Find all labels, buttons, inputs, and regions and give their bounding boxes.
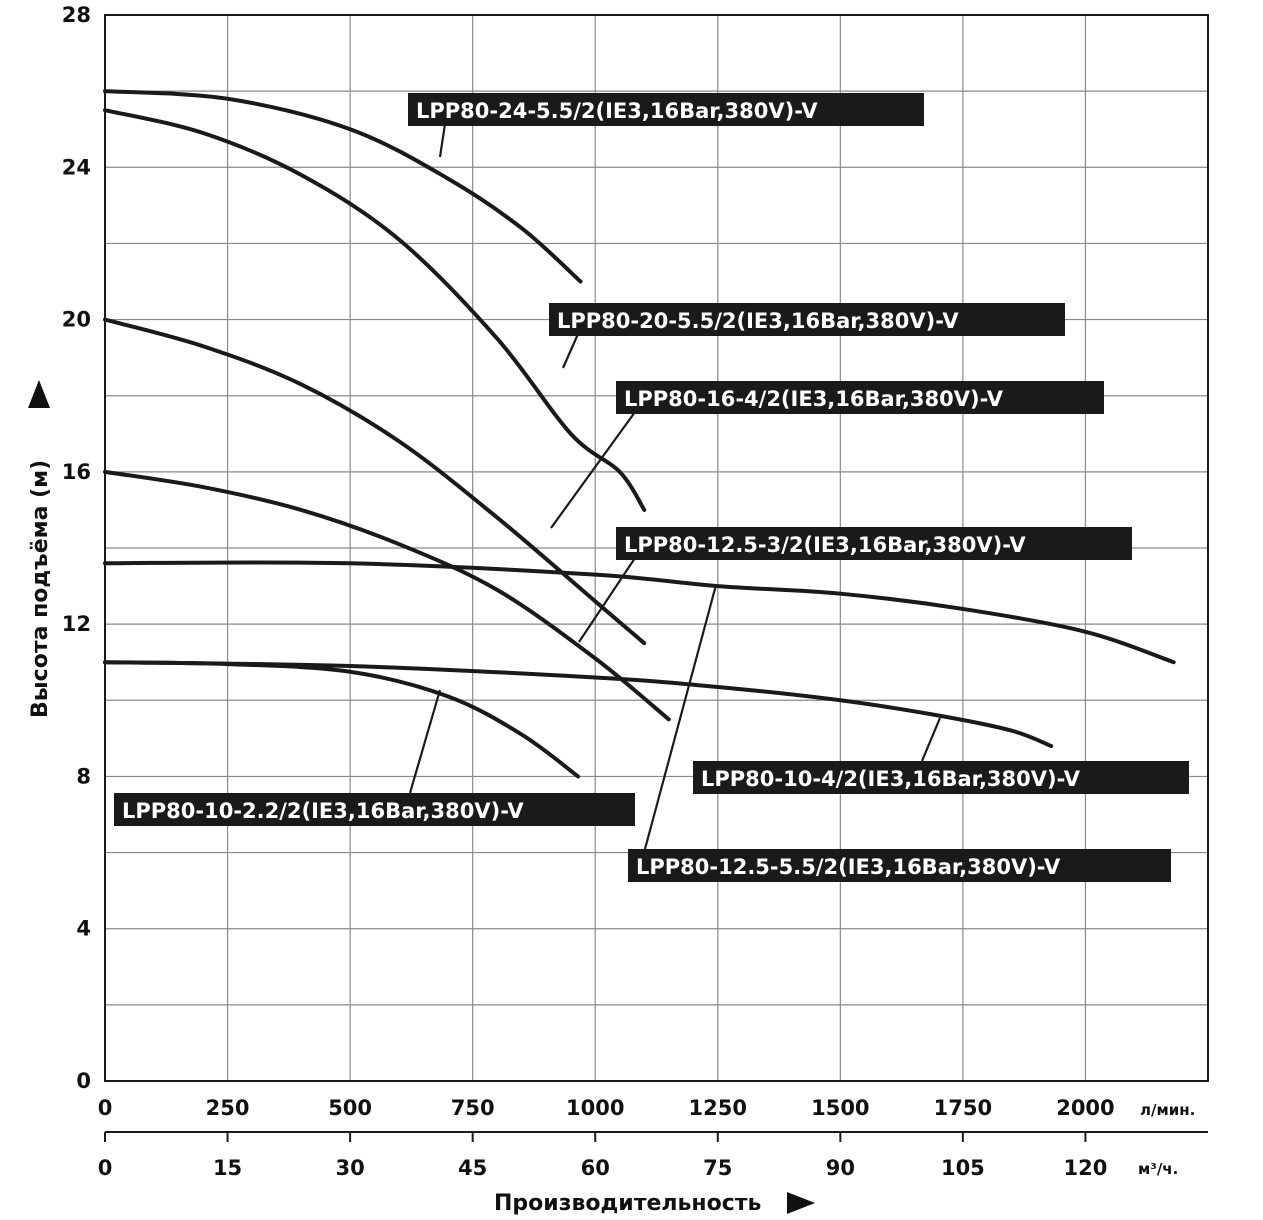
curves — [103, 89, 1176, 779]
series-label-6: LPP80-10-4/2(IE3,16Bar,380V)-V — [701, 767, 1081, 791]
x-axis-arrow-icon — [787, 1192, 815, 1214]
series-label-box-3 — [616, 381, 1104, 414]
series-label-box-4 — [616, 527, 1132, 560]
series-label-box-5 — [628, 849, 1171, 882]
x-axis-title: Производительность — [494, 1191, 761, 1216]
series-label-box-2 — [549, 303, 1065, 336]
x-secondary-unit: м³/ч. — [1138, 1160, 1178, 1178]
series-curve-4 — [103, 469, 671, 722]
x-tick-label: 1500 — [811, 1096, 869, 1120]
series-label-box-1 — [408, 93, 924, 126]
y-tick-label: 24 — [62, 155, 91, 179]
x-secondary-tick-label: 30 — [335, 1156, 364, 1180]
x-tick-labels: 0 250 500 750 1000 1250 1500 1750 2000 — [98, 1096, 1115, 1120]
series-curve-6 — [103, 660, 1054, 748]
series-label-2: LPP80-20-5.5/2(IE3,16Bar,380V)-V — [557, 309, 959, 333]
series-curve-7 — [103, 660, 581, 779]
x-secondary-tick-label: 75 — [703, 1156, 732, 1180]
y-axis-title: Высота подъёма (м) — [28, 460, 53, 718]
x-secondary-tick-label: 90 — [826, 1156, 855, 1180]
label-leader-5 — [643, 584, 718, 850]
x-tick-label: 0 — [98, 1096, 113, 1120]
y-tick-label: 4 — [76, 917, 91, 941]
label-leader-2 — [561, 333, 580, 369]
x-secondary-tick-label: 45 — [458, 1156, 487, 1180]
series-label-box-6 — [693, 761, 1189, 794]
x-tick-label: 500 — [328, 1096, 372, 1120]
x-primary-unit: л/мин. — [1140, 1101, 1195, 1119]
series-labels: LPP80-24-5.5/2(IE3,16Bar,380V)-V LPP80-20… — [114, 93, 1189, 882]
series-label-4: LPP80-12.5-3/2(IE3,16Bar,380V)-V — [624, 533, 1026, 557]
y-tick-label: 28 — [62, 3, 91, 27]
x-tick-label: 1250 — [689, 1096, 747, 1120]
plot-frame — [104, 14, 1209, 1082]
series-label-7: LPP80-10-2.2/2(IE3,16Bar,380V)-V — [122, 799, 524, 823]
series-curve-5 — [103, 560, 1176, 665]
y-tick-labels: 0 4 8 12 16 20 24 28 — [62, 3, 91, 1093]
series-label-1: LPP80-24-5.5/2(IE3,16Bar,380V)-V — [416, 99, 818, 123]
label-leaders — [408, 123, 942, 850]
y-axis-arrow-icon — [28, 380, 50, 408]
x-tick-label: 250 — [206, 1096, 250, 1120]
series-label-box-7 — [114, 793, 635, 826]
series-curve-1 — [103, 89, 583, 284]
x-secondary-tick-label: 0 — [98, 1156, 113, 1180]
series-curve-3 — [103, 317, 647, 646]
y-tick-label: 0 — [76, 1069, 91, 1093]
x-secondary-tick-label: 60 — [581, 1156, 610, 1180]
y-tick-label: 20 — [62, 308, 91, 332]
y-tick-label: 8 — [76, 764, 91, 788]
series-curve-2 — [103, 108, 647, 512]
series-label-3: LPP80-16-4/2(IE3,16Bar,380V)-V — [624, 387, 1004, 411]
x-secondary-tick-label: 105 — [941, 1156, 985, 1180]
x-tick-label: 1000 — [566, 1096, 624, 1120]
y-tick-label: 16 — [62, 460, 91, 484]
x-secondary-tick-labels: 0 15 30 45 60 75 90 105 120 — [98, 1132, 1108, 1180]
x-tick-label: 1750 — [934, 1096, 992, 1120]
series-label-5: LPP80-12.5-5.5/2(IE3,16Bar,380V)-V — [636, 855, 1061, 879]
label-leader-6 — [920, 717, 942, 762]
label-leader-4 — [578, 557, 636, 643]
x-secondary-tick-label: 120 — [1064, 1156, 1108, 1180]
x-tick-label: 2000 — [1056, 1096, 1114, 1120]
label-leader-3 — [550, 411, 636, 529]
x-secondary-tick-label: 15 — [213, 1156, 242, 1180]
y-tick-label: 12 — [62, 612, 91, 636]
label-leader-7 — [408, 689, 442, 794]
label-leader-1 — [438, 123, 447, 158]
x-tick-label: 750 — [451, 1096, 495, 1120]
